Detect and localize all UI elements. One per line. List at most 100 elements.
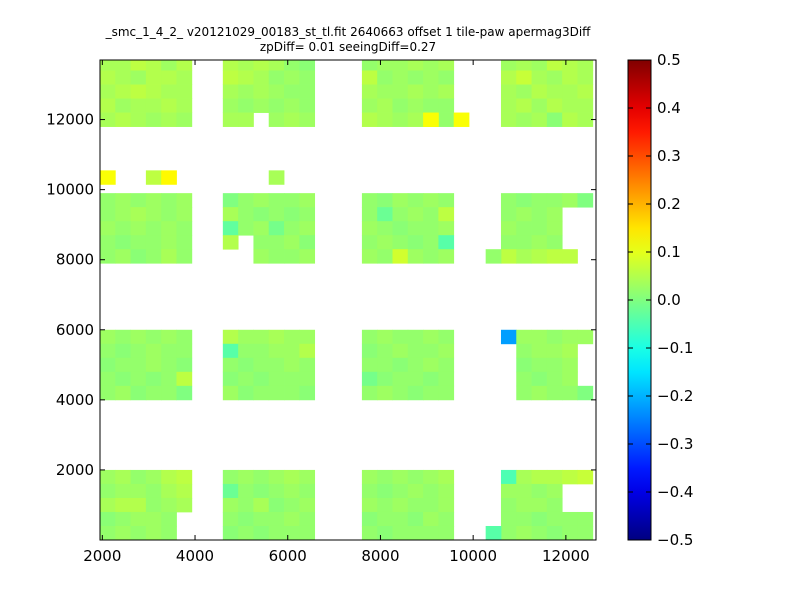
heatmap-cell	[361, 497, 378, 513]
heatmap-cell	[100, 371, 116, 387]
heatmap-cell	[577, 98, 594, 113]
heatmap-cell	[516, 329, 532, 345]
heatmap-cell	[407, 235, 424, 250]
heatmap-cell	[100, 70, 116, 85]
heatmap-cell	[438, 483, 455, 499]
heatmap-cell	[438, 357, 455, 373]
heatmap-cell	[253, 371, 270, 387]
heatmap-cell	[130, 469, 147, 485]
heatmap-cell	[546, 84, 563, 99]
heatmap-cell	[238, 483, 254, 499]
heatmap-cell	[268, 60, 285, 71]
heatmap-cell	[130, 70, 147, 85]
heatmap-cell	[100, 511, 116, 527]
heatmap-cell	[546, 112, 563, 127]
heatmap-cell	[176, 483, 193, 499]
heatmap-cell	[377, 98, 393, 113]
heatmap-cell	[377, 60, 393, 71]
heatmap-cell	[562, 70, 578, 85]
colorbar: 0.5 0.4 0.3 0.2 0.1 0.0 −0.1 −0.2 −0.3 −0.4 −0.5	[627, 51, 693, 549]
heatmap-cell	[222, 70, 239, 85]
heatmap-cell	[222, 483, 239, 499]
heatmap-cell	[516, 60, 532, 71]
heatmap-cell	[377, 511, 393, 527]
heatmap-cell	[161, 193, 177, 208]
heatmap-cell	[268, 371, 285, 387]
heatmap-cell	[299, 469, 316, 485]
heatmap-cell	[284, 84, 300, 99]
heatmap-cell	[130, 525, 147, 541]
heatmap-cell	[392, 207, 409, 222]
x-tick-label: 4000	[176, 547, 214, 565]
heatmap-cell	[145, 98, 162, 113]
heatmap-cell	[130, 98, 147, 113]
heatmap-cell	[423, 371, 439, 387]
heatmap-cell	[361, 84, 378, 99]
heatmap-cell	[299, 84, 316, 99]
heatmap-cell	[500, 235, 517, 250]
heatmap-cell	[377, 84, 393, 99]
heatmap-cell	[546, 483, 563, 499]
heatmap-cell	[115, 60, 131, 71]
heatmap-cell	[516, 207, 532, 222]
heatmap-cell	[115, 371, 131, 387]
heatmap-cell	[500, 112, 517, 127]
heatmap-cell	[361, 112, 378, 127]
heatmap-cell	[407, 497, 424, 513]
heatmap-cell	[253, 329, 270, 345]
heatmap-cell	[361, 469, 378, 485]
heatmap-cell	[222, 98, 239, 113]
heatmap-cell	[176, 207, 193, 222]
heatmap-cell	[562, 385, 578, 401]
heatmap-cell	[438, 469, 455, 485]
heatmap-cell	[253, 221, 270, 236]
heatmap-cell	[268, 207, 285, 222]
heatmap-cell	[500, 497, 517, 513]
heatmap-cell	[284, 343, 300, 359]
heatmap-cell	[176, 497, 193, 513]
heatmap-cell	[361, 525, 378, 541]
chart-subtitle: zpDiff= 0.01 seeingDiff=0.27	[259, 40, 437, 54]
plot-frame	[99, 59, 597, 541]
heatmap-cell	[377, 207, 393, 222]
heatmap-cell	[222, 525, 239, 541]
heatmap-cell	[423, 343, 439, 359]
heatmap-cell	[423, 60, 439, 71]
colorbar-tick-label: −0.1	[657, 339, 693, 357]
heatmap-cell	[546, 371, 563, 387]
heatmap-cell	[284, 221, 300, 236]
heatmap-cell	[392, 70, 409, 85]
heatmap-cell	[485, 525, 502, 541]
heatmap-cell	[130, 483, 147, 499]
heatmap-cell	[100, 497, 116, 513]
heatmap-cell	[145, 221, 162, 236]
heatmap-cell	[531, 343, 548, 359]
heatmap-cell	[299, 483, 316, 499]
colorbar-tick-label: 0.2	[657, 195, 681, 213]
heatmap-cell	[407, 221, 424, 236]
heatmap-cell	[268, 329, 285, 345]
heatmap-cell	[176, 329, 193, 345]
heatmap-cell	[438, 60, 455, 71]
heatmap-cell	[222, 385, 239, 401]
heatmap-cell	[268, 193, 285, 208]
heatmap-cell	[500, 193, 517, 208]
heatmap-cell	[392, 98, 409, 113]
heatmap-cell	[546, 70, 563, 85]
heatmap-cell	[361, 249, 378, 264]
heatmap-cell	[161, 221, 177, 236]
heatmap-cell	[407, 193, 424, 208]
heatmap-cell	[423, 112, 439, 127]
heatmap-cell	[438, 112, 455, 127]
heatmap-cell	[299, 329, 316, 345]
colorbar-tick-label: −0.5	[657, 531, 693, 549]
heatmap-cell	[222, 469, 239, 485]
heatmap-cell	[145, 60, 162, 71]
heatmap-cell	[423, 70, 439, 85]
heatmap-cell	[268, 497, 285, 513]
heatmap-cell	[238, 525, 254, 541]
heatmap-cell	[268, 525, 285, 541]
x-tick-label: 2000	[83, 547, 121, 565]
heatmap-cell	[562, 193, 578, 208]
heatmap-cell	[407, 249, 424, 264]
